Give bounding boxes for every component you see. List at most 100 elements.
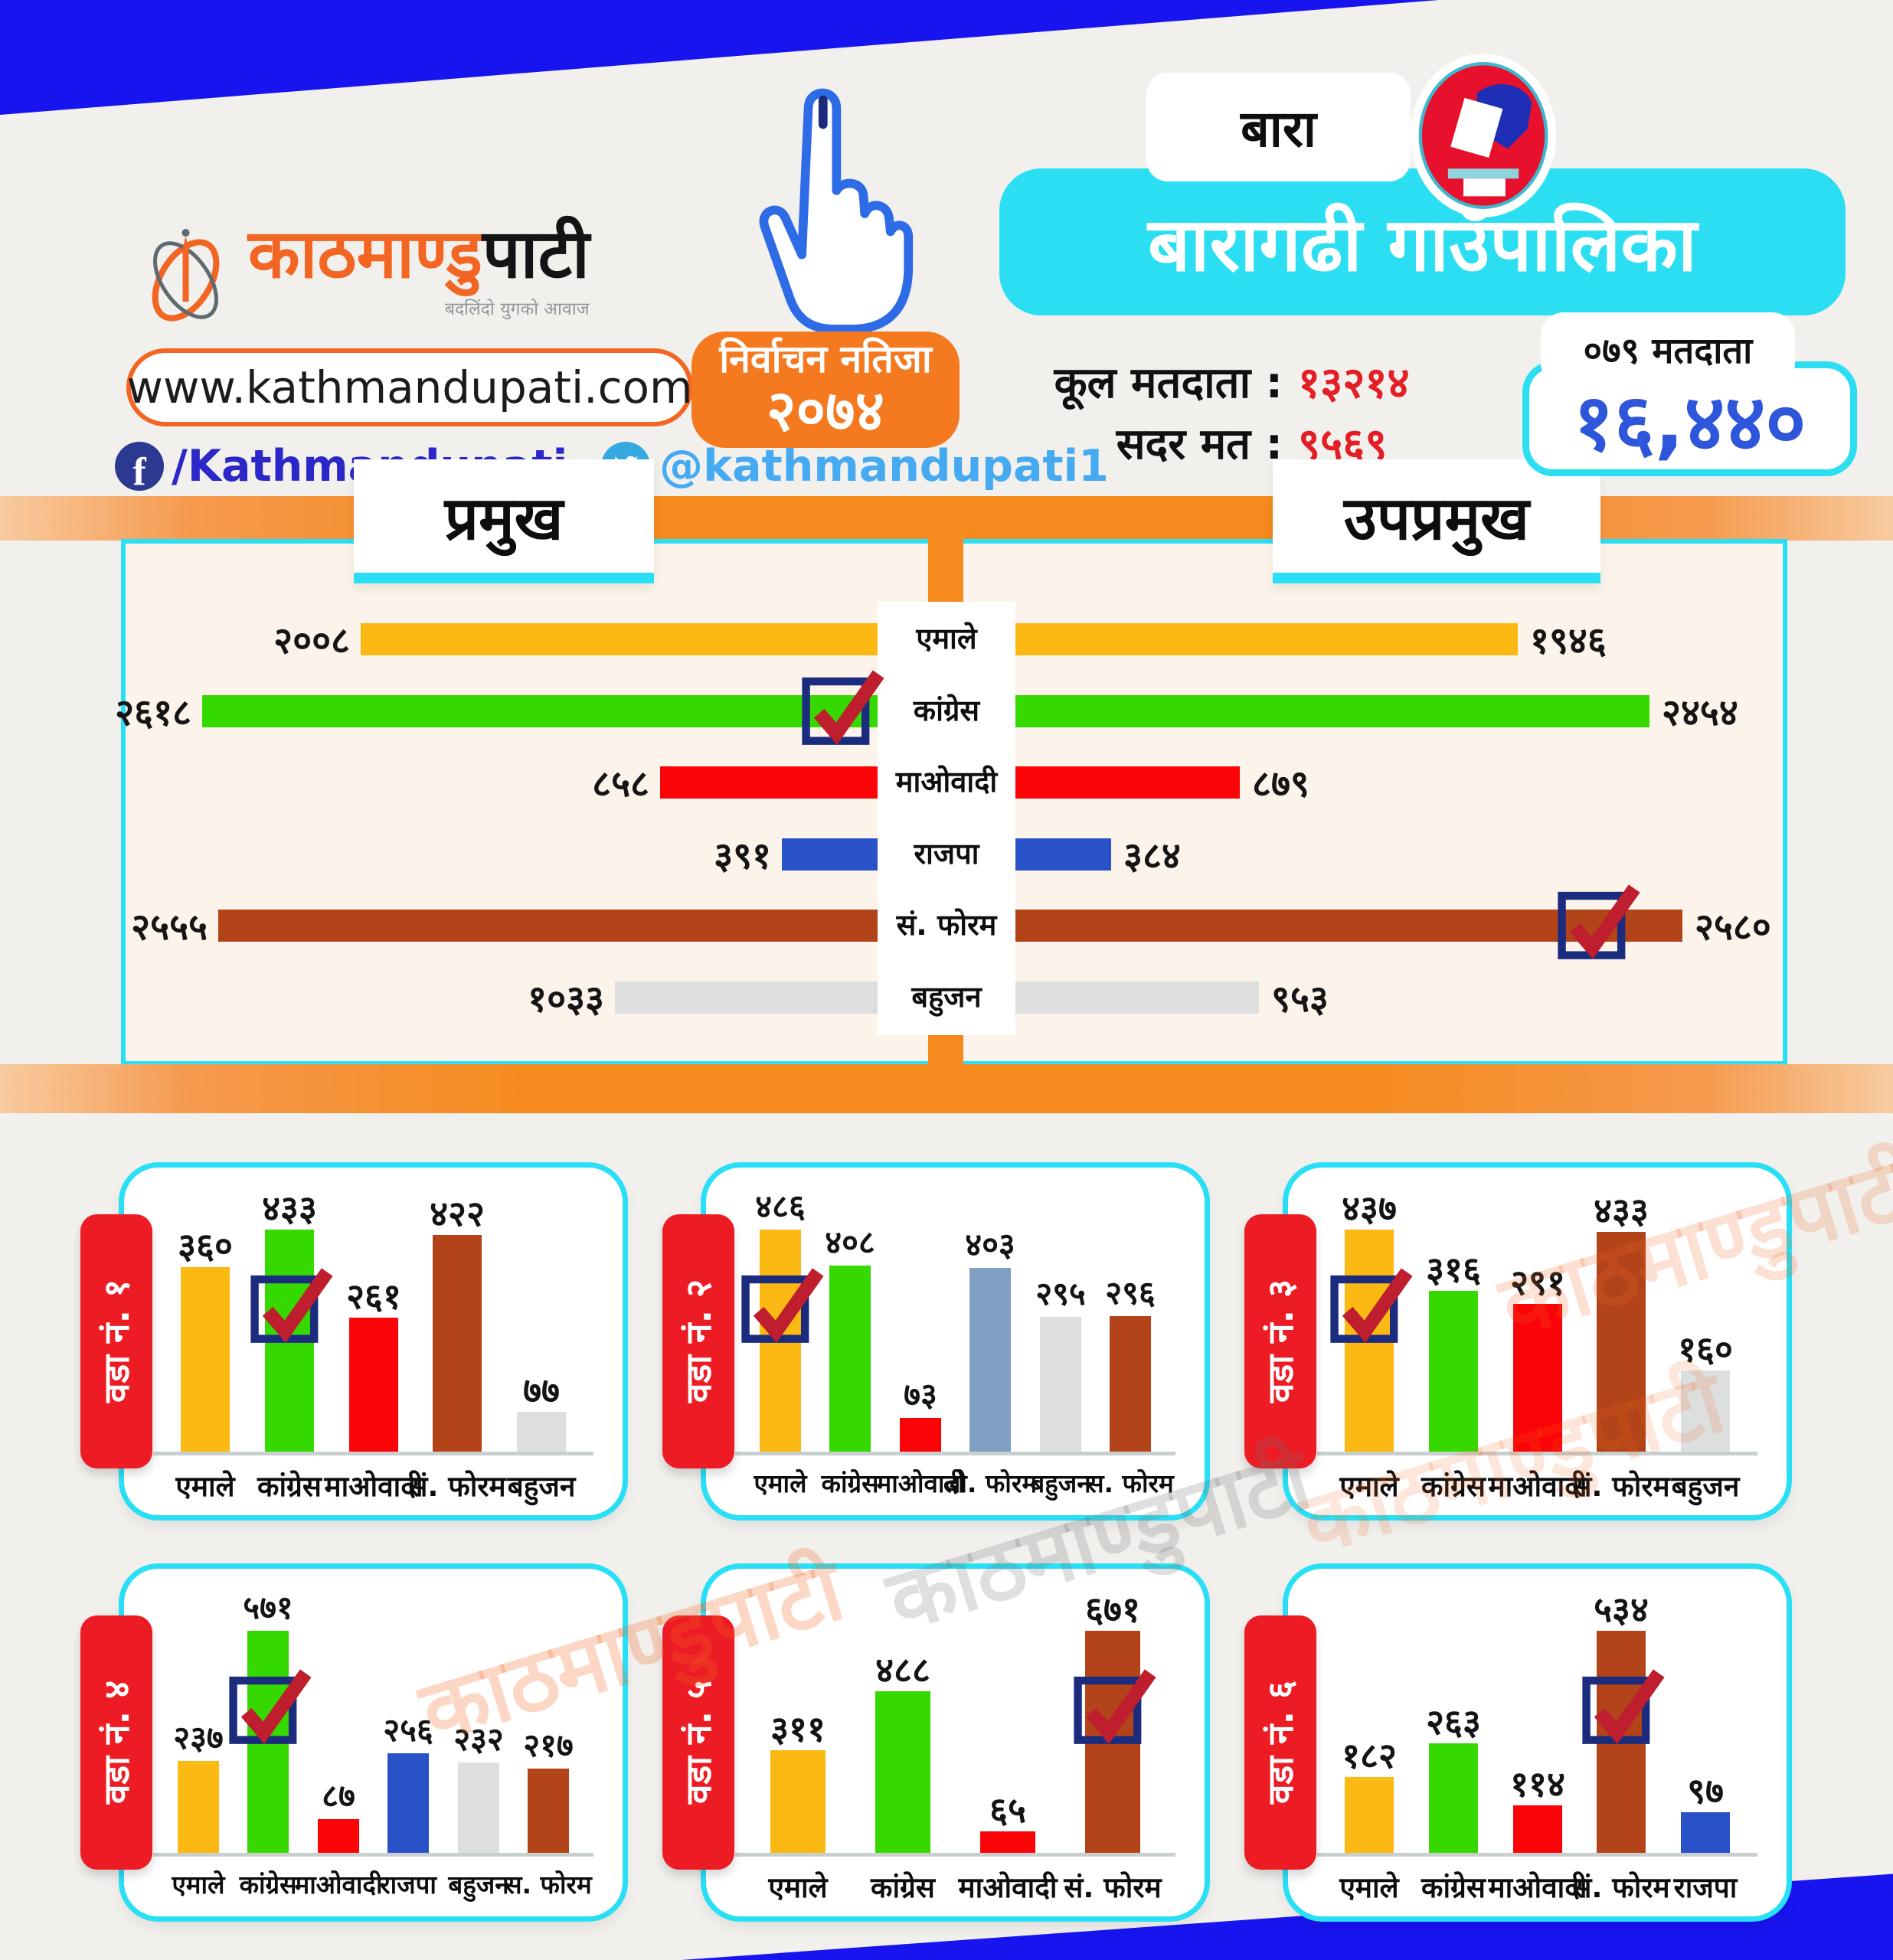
tornado-right-bar [1011,766,1240,799]
election-results-box: निर्वाचन नतिजा २०७४ [691,332,960,448]
ward-bar-value: २६१ [346,1276,401,1317]
ward-bar-value: ८७ [322,1777,355,1815]
ward-number-label: वडा नं. २ [678,1279,719,1403]
ward-bar-label: माओवादी [1488,1871,1587,1904]
ward-bar [1345,1777,1394,1853]
election-year: २०७४ [767,377,884,444]
ward-bar-label: कांग्रेस [1421,1470,1486,1503]
winner-checkmark-icon [740,1266,824,1348]
tornado-right-bar [1011,694,1649,727]
district-box: बारा [1146,73,1411,181]
winner-checkmark-icon [800,668,884,750]
ward-bar [1040,1317,1081,1452]
ward-number-label: वडा नं. ५ [678,1681,719,1805]
tornado-left-bar [361,623,884,655]
tornado-right-bar [1011,981,1259,1014]
ward-bar-value: ६७१ [1085,1589,1140,1630]
ward-bar-label: राजपा [380,1870,436,1900]
ward-bar-value: ४३३ [1594,1190,1649,1231]
winner-checkmark-icon [249,1266,333,1348]
ward-bar-label: कांग्रेस [257,1470,322,1503]
ward-bar-value: ४०८ [825,1223,875,1261]
ward-bar-value: २६३ [1426,1701,1481,1743]
ward-bar-label: सं. फोरम [1064,1871,1162,1904]
logo-text-black: पाटी [482,214,590,293]
ward-bar [528,1769,569,1853]
ward-card [1283,1563,1792,1922]
ward-bar-value: २३२ [453,1720,504,1758]
ward-bar [181,1267,230,1452]
voters-count-tab: ०७९ मतदाता [1541,312,1795,386]
ward-bar [178,1761,219,1853]
ward-bar-value: ४३३ [262,1187,317,1229]
ward-bar-label: स. फोरम [1087,1468,1174,1498]
ward-bar-label: बहुजन [448,1870,509,1900]
ward-number-label: वडा नं. ४ [96,1681,137,1805]
ward-bar-value: २९१ [1510,1262,1565,1303]
ward-bar-value: ४८६ [755,1187,806,1225]
ward-bar-label: एमाले [1339,1470,1399,1503]
tornado-right-value: १९४६ [1530,619,1607,662]
winner-checkmark-icon [1072,1668,1156,1749]
ward-number-tab: वडा नं. १ [80,1214,152,1468]
tornado-right-value: २५८० [1695,906,1771,949]
ward-bar-value: २३७ [173,1719,224,1756]
ward-bar-label: बहुजन [1030,1468,1091,1498]
ward-bar [969,1268,1011,1452]
ward-bar-label: राजपा [1673,1871,1738,1904]
ward-bar-label: स. फोरम [505,1870,592,1900]
ward-bar-label: कांग्रेस [821,1468,879,1498]
tornado-party-label: एमाले [878,602,1015,677]
voting-finger-icon [759,88,914,334]
ward-number-tab: वडा नं. २ [662,1214,734,1468]
tornado-left-bar [615,981,884,1014]
winner-checkmark-icon [1581,1668,1665,1749]
winner-checkmark-icon [227,1668,312,1749]
ballot-box-icon [1410,54,1557,217]
ward-bar [829,1266,871,1452]
logo-text-orange: काठमाण्डु [248,214,482,293]
tornado-party-label: बहुजन [878,959,1015,1035]
upapramukh-header: उपप्रमुख [1273,459,1600,583]
tornado-left-value: २००८ [273,619,350,662]
ward-bar [387,1753,429,1853]
ward-number-label: वडा नं. ३ [1260,1279,1301,1403]
tornado-right-value: ३८४ [1123,834,1181,877]
ward-bar-value: ५३४ [1594,1589,1649,1630]
pramukh-header-label: प्रमुख [444,485,564,554]
ward-bar-label: एमाले [768,1871,828,1904]
chart-baseline [153,1853,593,1857]
chart-baseline [1317,1452,1757,1455]
tornado-left-bar [218,910,884,942]
tornado-party-label: राजपा [878,816,1015,892]
ward-bar-label: माओवादी [876,1468,965,1498]
chart-baseline [735,1853,1175,1857]
winner-checkmark-icon [1556,883,1640,964]
ward-bar-value: ४०३ [965,1226,1015,1263]
tornado-right-bar [1011,838,1111,871]
ward-bar-value: ४८८ [875,1649,930,1690]
cyan-underline [354,573,654,583]
ward-bar [1513,1304,1562,1452]
tornado-party-label: सं. फोरम [878,888,1015,963]
logo-tagline: बदलिंदो युगको आवाज [444,299,590,319]
ward-bar-label: लो. फोरम [943,1468,1038,1498]
ward-bar-label: एमाले [754,1468,807,1498]
ward-number-tab: वडा नं. ४ [80,1615,152,1870]
tornado-right-value: २४५४ [1662,691,1738,734]
tornado-left-bar [782,838,884,871]
ward-bar [349,1318,398,1452]
top-blue-band [0,0,1439,115]
ward-bar-value: ३१६ [1426,1249,1481,1290]
website-pill: www.kathmandupati.com [126,348,693,426]
ward-number-tab: वडा नं. ६ [1244,1615,1316,1870]
ward-bar-label: सं. फोरम [1572,1871,1670,1904]
ward-bar-value: ५७१ [243,1589,293,1626]
winner-checkmark-icon [1329,1266,1413,1348]
tornado-right-bar [1011,623,1518,655]
pramukh-header: प्रमुख [354,459,654,583]
ward-bar [1681,1812,1730,1853]
tornado-right-bar [1011,910,1682,942]
total-voters-label: कूल मतदाता : [1054,358,1283,408]
